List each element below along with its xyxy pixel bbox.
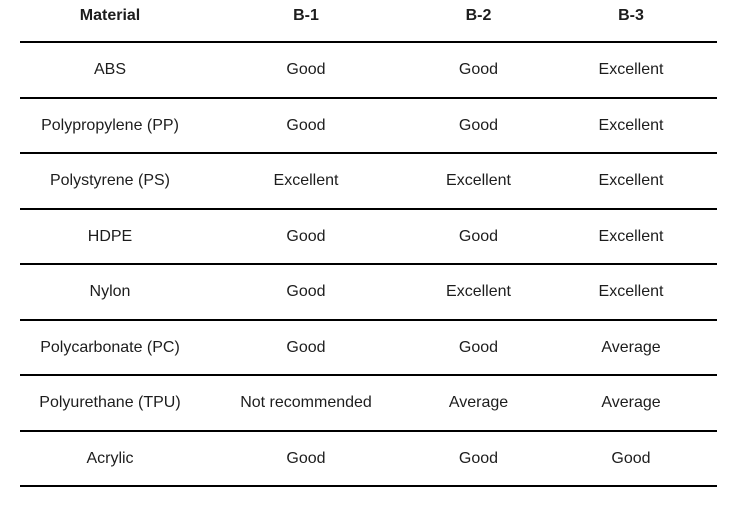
rating-cell-b1: Good xyxy=(200,430,412,487)
column-header-b1: B-1 xyxy=(200,0,412,43)
material-compatibility-table: Material B-1 B-2 B-3 ABS Good Good Excel… xyxy=(20,0,717,487)
rating-cell-b1: Good xyxy=(200,264,412,321)
material-cell: Polystyrene (PS) xyxy=(20,153,200,210)
rating-cell-b2: Excellent xyxy=(412,264,545,321)
table-row: Polystyrene (PS) Excellent Excellent Exc… xyxy=(20,153,717,210)
rating-cell-b2: Average xyxy=(412,375,545,432)
table-row: Polyurethane (TPU) Not recommended Avera… xyxy=(20,375,717,432)
table-row: Acrylic Good Good Good xyxy=(20,430,717,487)
material-cell: Nylon xyxy=(20,264,200,321)
column-header-b3: B-3 xyxy=(545,0,717,43)
material-cell: ABS xyxy=(20,42,200,99)
rating-cell-b2: Excellent xyxy=(412,153,545,210)
table-row: Polycarbonate (PC) Good Good Average xyxy=(20,319,717,376)
rating-cell-b3: Excellent xyxy=(545,208,717,265)
material-cell: Polyurethane (TPU) xyxy=(20,375,200,432)
rating-cell-b2: Good xyxy=(412,430,545,487)
rating-cell-b3: Excellent xyxy=(545,153,717,210)
material-cell: HDPE xyxy=(20,208,200,265)
rating-cell-b2: Good xyxy=(412,42,545,99)
table-row: Polypropylene (PP) Good Good Excellent xyxy=(20,97,717,154)
material-compatibility-table-container: Material B-1 B-2 B-3 ABS Good Good Excel… xyxy=(20,0,717,487)
rating-cell-b1: Excellent xyxy=(200,153,412,210)
rating-cell-b1: Not recommended xyxy=(200,375,412,432)
column-header-b2: B-2 xyxy=(412,0,545,43)
rating-cell-b2: Good xyxy=(412,319,545,376)
rating-cell-b2: Good xyxy=(412,97,545,154)
table-row: Nylon Good Excellent Excellent xyxy=(20,264,717,321)
table-row: ABS Good Good Excellent xyxy=(20,42,717,99)
rating-cell-b3: Excellent xyxy=(545,42,717,99)
rating-cell-b3: Average xyxy=(545,319,717,376)
rating-cell-b1: Good xyxy=(200,42,412,99)
rating-cell-b1: Good xyxy=(200,208,412,265)
rating-cell-b1: Good xyxy=(200,319,412,376)
material-cell: Acrylic xyxy=(20,430,200,487)
rating-cell-b3: Excellent xyxy=(545,264,717,321)
column-header-material: Material xyxy=(20,0,200,43)
rating-cell-b2: Good xyxy=(412,208,545,265)
rating-cell-b3: Good xyxy=(545,430,717,487)
table-row: HDPE Good Good Excellent xyxy=(20,208,717,265)
rating-cell-b3: Average xyxy=(545,375,717,432)
header-row: Material B-1 B-2 B-3 xyxy=(20,0,717,43)
rating-cell-b3: Excellent xyxy=(545,97,717,154)
material-cell: Polycarbonate (PC) xyxy=(20,319,200,376)
rating-cell-b1: Good xyxy=(200,97,412,154)
material-cell: Polypropylene (PP) xyxy=(20,97,200,154)
